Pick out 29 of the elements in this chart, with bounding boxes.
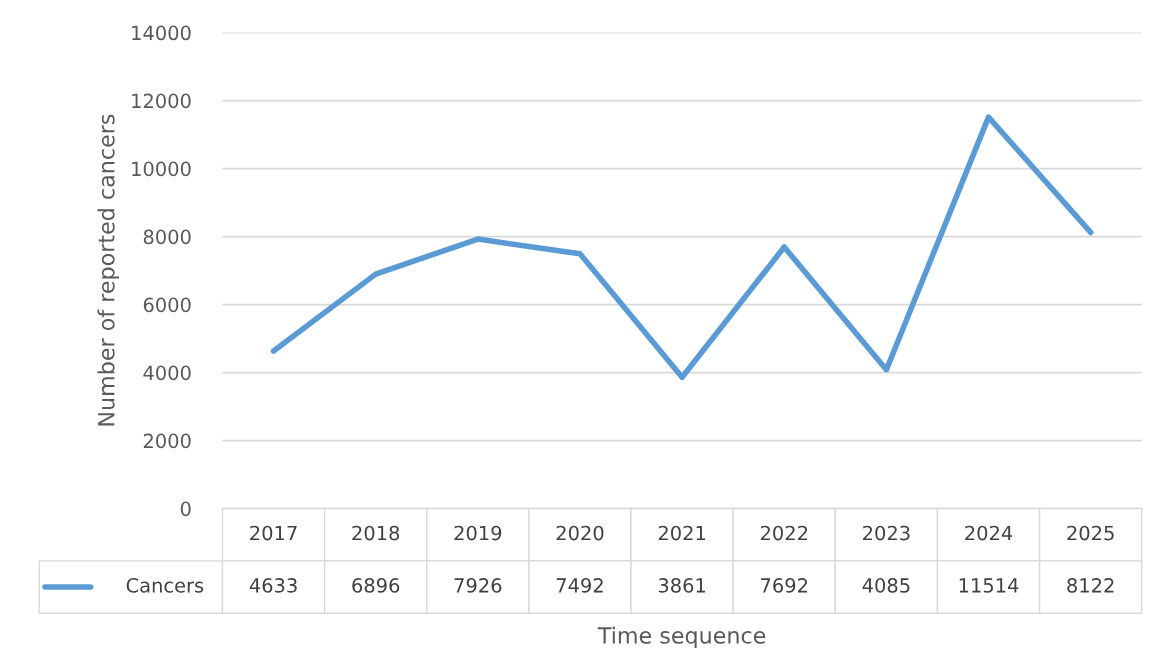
x-tick-label: 2025 (1067, 525, 1114, 541)
y-axis-title: Number of reported cancers (97, 114, 119, 426)
x-tick-label: 2023 (863, 525, 910, 541)
x-tick-label: 2018 (352, 525, 400, 541)
x-axis-title: Time sequence (597, 626, 766, 649)
y-tick-label: 0 (180, 501, 191, 517)
x-tick-label: 2019 (454, 525, 502, 541)
legend-label: Cancers (126, 578, 204, 593)
y-tick-label: 12000 (132, 93, 191, 109)
y-tick-label: 4000 (143, 365, 191, 381)
data-label: 7926 (454, 578, 502, 593)
x-tick-label: 2022 (760, 525, 808, 541)
data-label: 7492 (556, 578, 603, 593)
data-label: 6896 (352, 578, 400, 593)
data-label: 8122 (1067, 578, 1114, 593)
y-tick-label: 8000 (143, 229, 191, 245)
x-tick-label: 2020 (556, 525, 604, 541)
data-label: 4633 (249, 578, 297, 593)
y-tick-label: 6000 (143, 297, 191, 313)
data-label: 11514 (959, 578, 1019, 593)
y-tick-label: 10000 (132, 161, 191, 177)
data-label: 4085 (862, 578, 910, 593)
y-tick-label: 2000 (143, 433, 191, 449)
x-tick-label: 2017 (250, 525, 297, 541)
x-tick-label: 2021 (658, 525, 706, 541)
x-tick-label: 2024 (965, 525, 1013, 541)
data-label: 7692 (761, 578, 808, 593)
y-tick-label: 14000 (132, 25, 191, 41)
data-label: 3861 (658, 578, 706, 593)
